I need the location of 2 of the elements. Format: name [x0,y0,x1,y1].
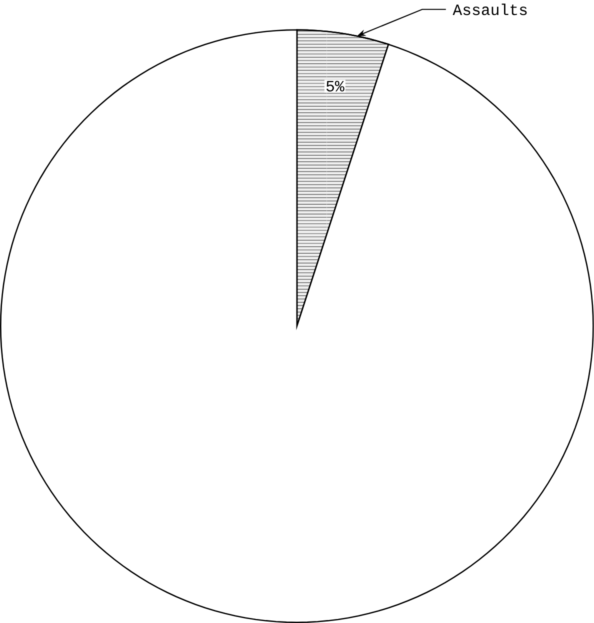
data-label: 5% [326,80,344,92]
slice-label: Assaults [452,4,527,16]
